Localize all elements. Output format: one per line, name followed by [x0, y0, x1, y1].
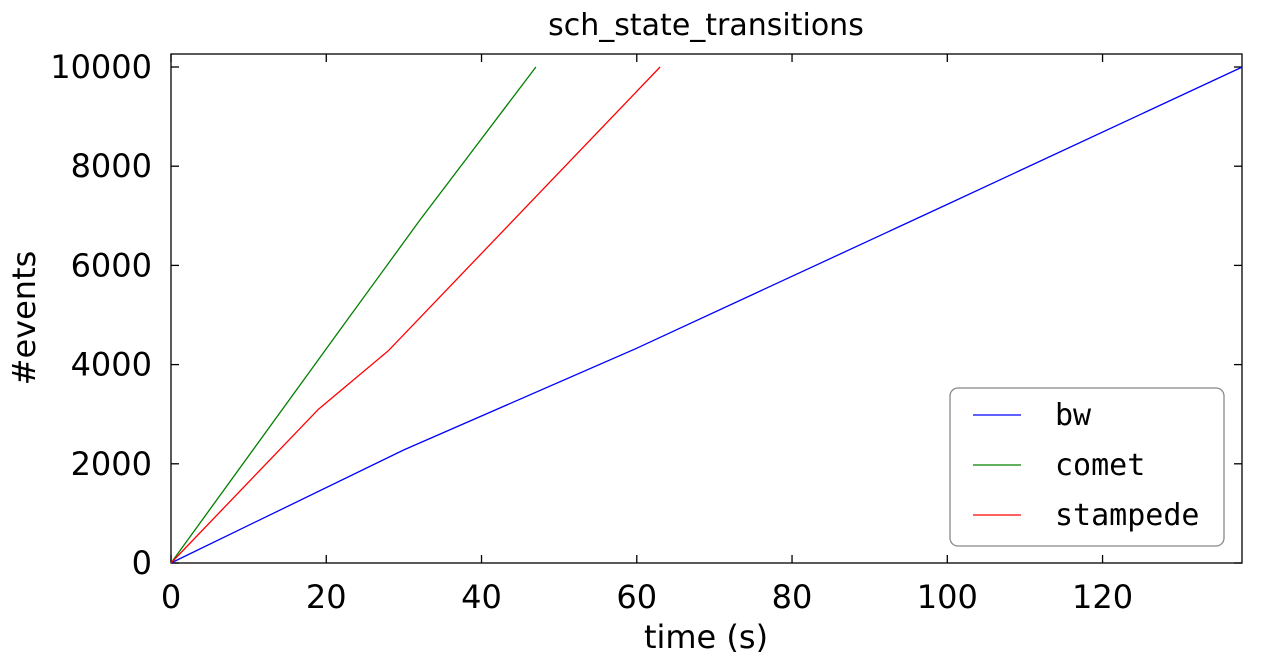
x-tick-label: 20: [306, 578, 347, 616]
series-line-bw: [170, 66, 1243, 564]
chart-title: sch_state_transitions: [548, 8, 864, 43]
x-tick-label: 40: [461, 578, 502, 616]
series-line-stampede: [170, 66, 661, 564]
x-axis-label: time (s): [644, 618, 768, 656]
legend-label-stampede: stampede: [1055, 498, 1200, 533]
y-tick-label: 8000: [71, 147, 152, 185]
y-tick-label: 2000: [71, 445, 152, 483]
x-tick-labels: 0 20 40 60 80 100 120: [161, 578, 1133, 616]
x-tick-label: 120: [1072, 578, 1133, 616]
legend-label-comet: comet: [1055, 448, 1145, 483]
legend: bw comet stampede: [949, 387, 1225, 547]
y-tick-label: 4000: [71, 346, 152, 384]
series-lines: [170, 66, 1243, 564]
x-tick-label: 80: [772, 578, 813, 616]
legend-label-bw: bw: [1055, 398, 1092, 433]
series-line-comet: [170, 66, 537, 564]
x-tick-label: 100: [917, 578, 978, 616]
y-tick-label: 6000: [71, 246, 152, 284]
y-tick-label: 10000: [50, 48, 152, 86]
x-tick-label: 60: [616, 578, 657, 616]
y-axis-label: #events: [5, 251, 43, 386]
y-tick-labels: 0 2000 4000 6000 8000 10000: [50, 48, 152, 582]
y-tick-label: 0: [132, 544, 152, 582]
legend-box: [949, 387, 1225, 547]
axis-ticks: [170, 54, 1242, 564]
x-tick-label: 0: [161, 578, 181, 616]
